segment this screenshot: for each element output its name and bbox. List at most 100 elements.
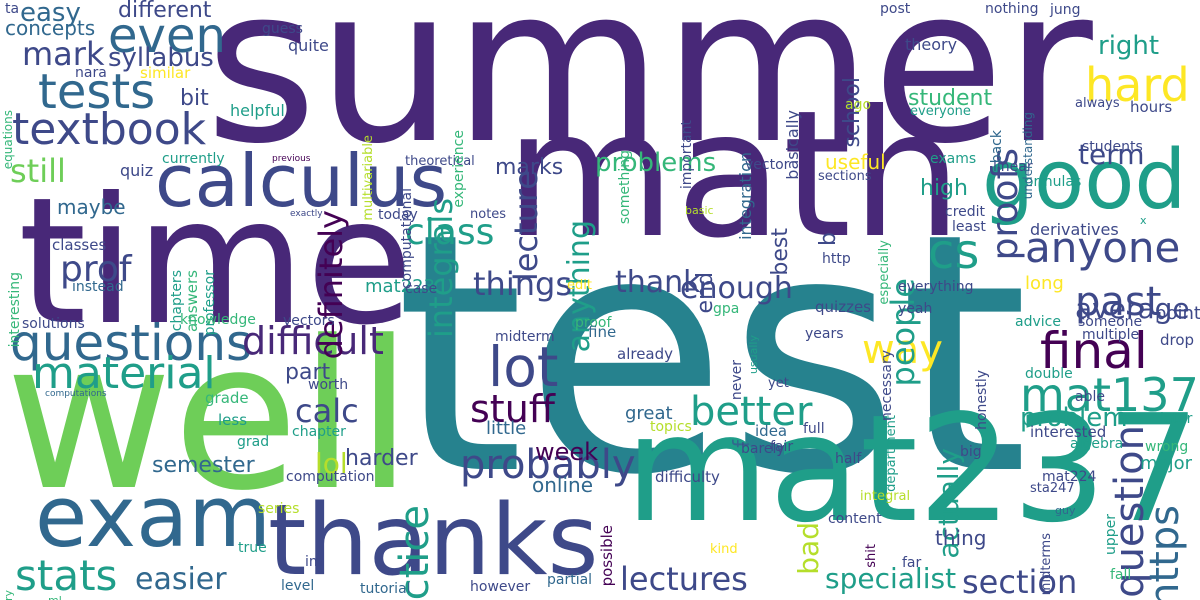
word-easier: easier: [135, 562, 227, 597]
word-section: section: [962, 563, 1078, 600]
word-major: major: [1140, 453, 1192, 474]
word-nara: nara: [75, 65, 107, 81]
word-exactly: exactly: [290, 209, 323, 219]
word-high: high: [920, 176, 968, 201]
word-test: test: [395, 163, 1029, 547]
word-anyone: anyone: [1025, 223, 1181, 272]
word-formulas: formulas: [1020, 174, 1082, 190]
word-difficulty: difficulty: [655, 468, 720, 486]
word-mat137: mat137: [1020, 368, 1199, 422]
word-computations: computations: [45, 389, 107, 399]
word-understanding: understanding: [1021, 112, 1035, 200]
word-grade: grade: [205, 389, 249, 407]
word-thank: thank: [615, 265, 701, 300]
word-true: true: [238, 540, 267, 556]
word-fair: fair: [770, 439, 794, 455]
word-back: back: [989, 130, 1005, 164]
word-yet: yet: [768, 376, 789, 391]
word-level: level: [281, 578, 315, 594]
word-wrong: wrong: [1145, 439, 1189, 455]
word-computational: computational: [399, 188, 415, 290]
word-linear: linear: [993, 159, 1033, 175]
word-things: things: [473, 265, 572, 303]
word-multiple: multiple: [1082, 327, 1140, 343]
word-harder: harder: [345, 446, 418, 471]
word-computation: computation: [286, 469, 375, 485]
word-average: average: [1075, 292, 1190, 325]
word-marks: marks: [495, 155, 564, 180]
word-helpful: helpful: [230, 101, 285, 120]
word-mat224: mat224: [1042, 469, 1097, 485]
word-years: years: [805, 326, 844, 342]
word-able: able: [1075, 389, 1105, 405]
word-currently: currently: [162, 151, 225, 167]
word-definitely: definitely: [312, 210, 350, 360]
word-ta: ta: [5, 1, 20, 17]
word-part: part: [285, 360, 331, 385]
word-honestly: honestly: [974, 370, 990, 430]
word-im: im: [305, 554, 323, 570]
word-everything: everything: [898, 279, 974, 295]
word-content: content: [828, 511, 882, 527]
word-solutions: solutions: [22, 316, 85, 332]
word-class: class: [405, 212, 495, 253]
word-something: something: [617, 150, 633, 225]
word-midterm: midterm: [495, 329, 555, 345]
word-interested: interested: [1030, 423, 1107, 441]
word-fall: fall: [1110, 567, 1132, 583]
word-vector: vector: [745, 157, 790, 173]
word-algebra: algebra: [1070, 436, 1124, 452]
word-integrals: integrals: [422, 198, 460, 339]
word-shit: shit: [864, 544, 879, 568]
word-series: series: [258, 501, 300, 517]
word-mark: mark: [22, 35, 105, 73]
word-integral: integral: [860, 489, 911, 504]
word-easy: easy: [20, 0, 81, 28]
word-sections: sections: [818, 169, 872, 184]
word-less: less: [218, 411, 248, 429]
word-http: http: [822, 251, 851, 267]
word-possible: possible: [598, 525, 616, 587]
word-interesting: interesting: [7, 272, 23, 348]
word-someone: someone: [1078, 314, 1143, 330]
word-similar: similar: [140, 64, 191, 82]
word-credit: credit: [945, 204, 986, 220]
word-maybe: maybe: [57, 195, 126, 219]
word-usually: usually: [747, 335, 760, 375]
word-vectors: vectors: [283, 313, 335, 329]
word-today: today: [378, 207, 418, 223]
word-exams: exams: [930, 151, 977, 167]
word-cs: cs: [928, 224, 980, 280]
word-always: always: [1075, 96, 1120, 111]
word-least: least: [952, 219, 986, 235]
word-equations: equations: [1, 110, 15, 170]
word-integration: integration: [736, 152, 755, 240]
word-idea: idea: [755, 422, 788, 440]
word-chapter: chapter: [292, 424, 346, 440]
word-advice: advice: [1015, 314, 1061, 330]
word-knowledge: knowledge: [180, 312, 256, 328]
word-partial: partial: [547, 572, 593, 588]
word-calculus: calculus: [155, 139, 448, 223]
word-derivatives: derivatives: [1030, 220, 1119, 239]
word-stuff: stuff: [470, 387, 555, 431]
word-lol: lol: [315, 447, 348, 480]
word-sorry: sorry: [2, 590, 15, 600]
word-thanks: thanks: [268, 484, 599, 598]
word-little: little: [486, 418, 527, 439]
word-week: week: [535, 438, 599, 466]
word-exam: exam: [35, 468, 271, 567]
word-calc: calc: [295, 392, 359, 430]
word-case: case: [405, 281, 438, 297]
word-instead: instead: [72, 279, 124, 295]
word-far: far: [902, 555, 922, 571]
word-gpa: gpa: [713, 301, 740, 317]
word-never: never: [729, 360, 745, 401]
word-prof: prof: [60, 249, 132, 290]
word-lot: lot: [488, 335, 559, 399]
word-enough: enough: [680, 271, 793, 306]
word-experience: experience: [451, 130, 467, 208]
word-especially: especially: [877, 240, 892, 305]
word-better: better: [690, 389, 813, 435]
